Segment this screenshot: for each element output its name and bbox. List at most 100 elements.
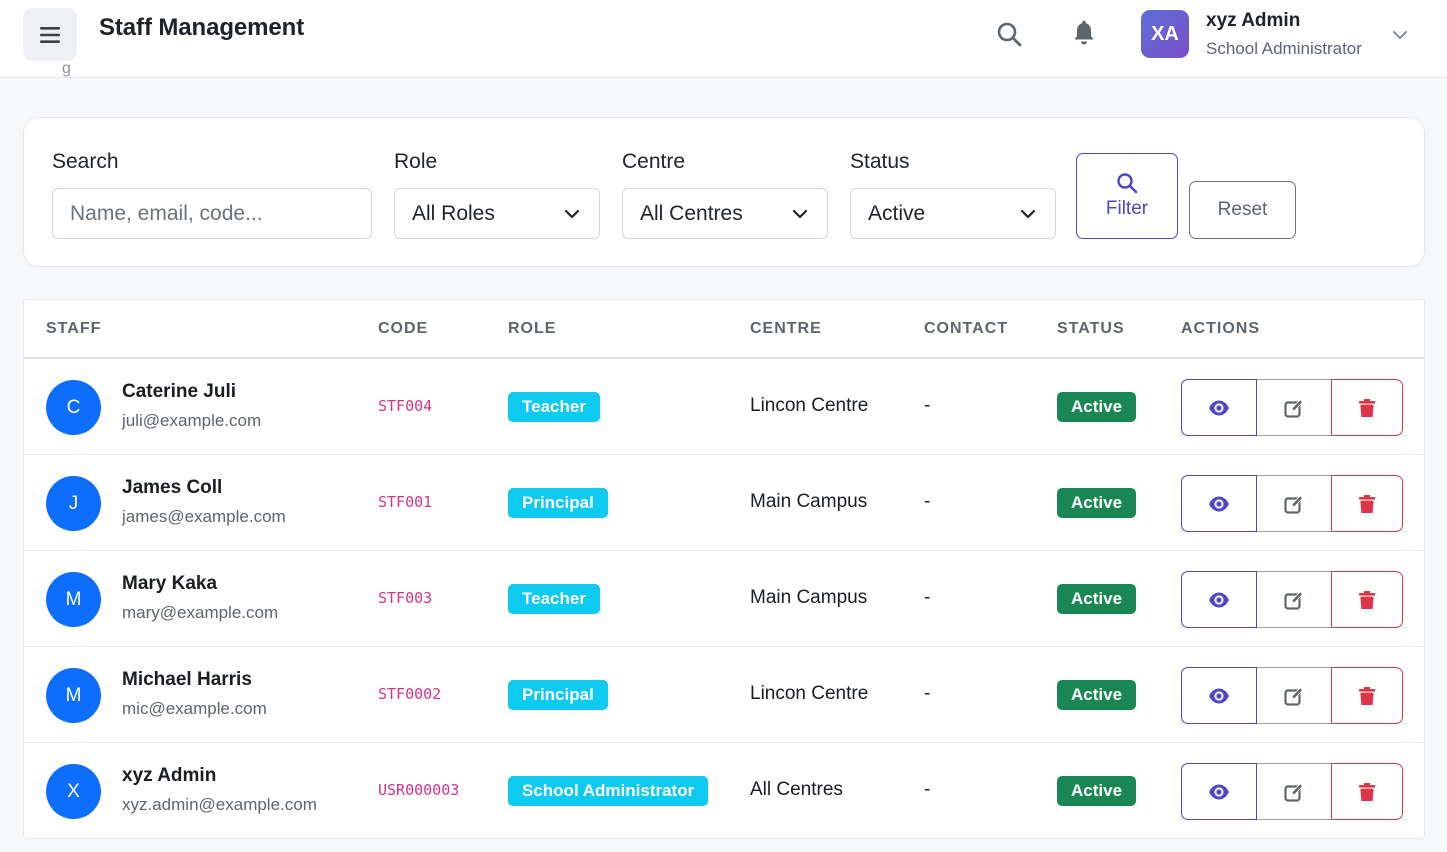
eye-icon [1209,688,1229,703]
staff-code: USR000003 [378,781,460,799]
search-icon[interactable] [995,20,1023,48]
staff-centre: Lincon Centre [750,395,869,416]
edit-button[interactable] [1257,475,1331,532]
chevron-down-icon[interactable] [1391,28,1409,42]
staff-contact: - [924,587,931,608]
staff-name: xyz Admin [122,765,217,786]
staff-name: Caterine Juli [122,381,237,402]
column-header-role: ROLE [508,320,557,337]
delete-button[interactable] [1331,379,1403,436]
status-badge: Active [1057,776,1137,806]
staff-email: mary@example.com [122,603,279,622]
view-button[interactable] [1181,667,1257,724]
staff-email: juli@example.com [122,411,262,430]
hamburger-menu-icon [40,26,60,43]
edit-icon [1284,494,1304,514]
status-label: Status [850,150,910,173]
view-button[interactable] [1181,379,1257,436]
delete-button[interactable] [1331,475,1403,532]
role-badge: Principal [508,488,608,518]
staff-email: xyz.admin@example.com [122,795,317,814]
trash-icon [1359,686,1375,705]
role-label: Role [394,150,438,173]
trash-icon [1359,590,1375,609]
edit-button[interactable] [1257,379,1331,436]
staff-name: James Coll [122,477,223,498]
trash-icon [1359,494,1375,513]
edit-icon [1284,782,1304,802]
table-row: M Michael Harris mic@example.com STF0002… [24,647,1424,743]
role-select[interactable]: All Roles [394,188,600,239]
reset-button[interactable]: Reset [1189,181,1296,239]
chevron-down-icon [564,209,580,219]
status-badge: Active [1057,680,1137,710]
column-header-code: CODE [378,320,429,337]
edit-icon [1284,686,1304,706]
search-icon [1117,173,1138,194]
delete-button[interactable] [1331,763,1403,820]
row-actions [1181,667,1403,724]
staff-avatar: X [46,764,101,819]
bell-icon[interactable] [1071,20,1097,48]
role-badge: Principal [508,680,608,710]
table-row: J James Coll james@example.com STF001 Pr… [24,455,1424,551]
view-button[interactable] [1181,571,1257,628]
trash-icon [1359,398,1375,417]
edit-button[interactable] [1257,667,1331,724]
column-header-status: STATUS [1057,320,1125,337]
chevron-down-icon [1020,209,1036,219]
status-select-value: Active [868,201,926,225]
status-badge: Active [1057,392,1137,422]
sidebar-toggle-button[interactable] [23,8,77,61]
row-actions [1181,763,1403,820]
user-avatar[interactable]: XA [1141,10,1189,58]
user-name[interactable]: xyz Admin [1206,10,1301,31]
row-actions [1181,475,1403,532]
page-title: Staff Management [99,14,305,41]
staff-avatar: J [46,476,101,531]
staff-name: Michael Harris [122,669,252,690]
staff-email: james@example.com [122,507,286,526]
filter-button[interactable]: Filter [1076,153,1178,239]
staff-centre: All Centres [750,779,843,800]
status-select[interactable]: Active [850,188,1056,239]
eye-icon [1209,400,1229,415]
staff-centre: Main Campus [750,587,868,608]
centre-label: Centre [622,150,686,173]
delete-button[interactable] [1331,571,1403,628]
eye-icon [1209,592,1229,607]
staff-table: STAFF CODE ROLE CENTRE CONTACT STATUS AC… [23,299,1425,839]
view-button[interactable] [1181,763,1257,820]
edit-button[interactable] [1257,571,1331,628]
eye-icon [1209,784,1229,799]
staff-code: STF004 [378,397,433,415]
centre-select-value: All Centres [640,201,743,225]
centre-select[interactable]: All Centres [622,188,828,239]
table-row: X xyz Admin xyz.admin@example.com USR000… [24,743,1424,838]
staff-centre: Main Campus [750,491,868,512]
staff-contact: - [924,683,931,704]
role-badge: Teacher [508,584,600,614]
column-header-contact: CONTACT [924,320,1009,337]
view-button[interactable] [1181,475,1257,532]
search-label: Search [52,150,119,173]
edit-button[interactable] [1257,763,1331,820]
staff-avatar: C [46,380,101,435]
staff-centre: Lincon Centre [750,683,869,704]
staff-avatar: M [46,668,101,723]
table-header: STAFF CODE ROLE CENTRE CONTACT STATUS AC… [24,300,1424,359]
staff-email: mic@example.com [122,699,267,718]
column-header-actions: ACTIONS [1181,320,1260,337]
eye-icon [1209,496,1229,511]
staff-code: STF001 [378,493,433,511]
chevron-down-icon [792,209,808,219]
status-badge: Active [1057,584,1137,614]
table-row: C Caterine Juli juli@example.com STF004 … [24,359,1424,455]
delete-button[interactable] [1331,667,1403,724]
edit-icon [1284,398,1304,418]
filter-panel: Search Name, email, code... Role All Rol… [23,117,1425,267]
top-header: Staff Management XA xyz Admin School Adm… [0,0,1447,78]
search-input[interactable]: Name, email, code... [52,188,372,239]
role-badge: Teacher [508,392,600,422]
breadcrumb-partial: g [62,60,71,77]
